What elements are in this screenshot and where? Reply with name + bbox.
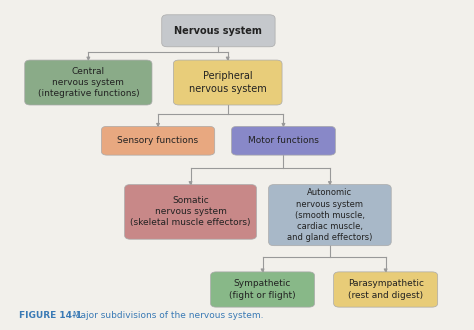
FancyBboxPatch shape — [25, 60, 152, 105]
Text: Peripheral
nervous system: Peripheral nervous system — [189, 71, 266, 94]
FancyBboxPatch shape — [334, 272, 438, 307]
FancyBboxPatch shape — [125, 184, 256, 239]
Text: Central
nervous system
(integrative functions): Central nervous system (integrative func… — [37, 67, 139, 98]
FancyBboxPatch shape — [173, 60, 282, 105]
FancyBboxPatch shape — [101, 126, 215, 155]
FancyBboxPatch shape — [269, 184, 391, 246]
FancyBboxPatch shape — [231, 126, 336, 155]
Text: Major subdivisions of the nervous system.: Major subdivisions of the nervous system… — [67, 311, 264, 319]
Text: Motor functions: Motor functions — [248, 136, 319, 145]
Text: Autonomic
nervous system
(smooth muscle,
cardiac muscle,
and gland effectors): Autonomic nervous system (smooth muscle,… — [287, 188, 373, 242]
FancyBboxPatch shape — [210, 272, 315, 307]
Text: Nervous system: Nervous system — [174, 26, 262, 36]
FancyBboxPatch shape — [162, 15, 275, 47]
Text: Sympathetic
(fight or flight): Sympathetic (fight or flight) — [229, 280, 296, 300]
Text: Sensory functions: Sensory functions — [118, 136, 199, 145]
Text: Somatic
nervous system
(skeletal muscle effectors): Somatic nervous system (skeletal muscle … — [130, 196, 251, 227]
Text: Parasympathetic
(rest and digest): Parasympathetic (rest and digest) — [347, 280, 424, 300]
Text: FIGURE 14-1: FIGURE 14-1 — [18, 311, 82, 319]
